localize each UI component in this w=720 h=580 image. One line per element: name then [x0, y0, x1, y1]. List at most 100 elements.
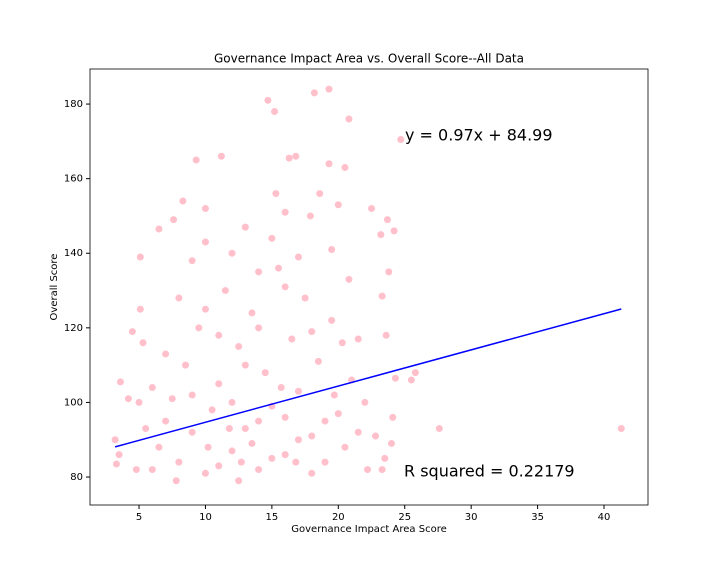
point [248, 309, 256, 317]
point [275, 264, 283, 272]
x-tick-label: 5 [136, 512, 142, 523]
x-tick-label: 20 [332, 512, 345, 523]
point [378, 466, 386, 474]
point [281, 208, 289, 216]
point [208, 406, 216, 414]
point [288, 335, 296, 343]
point [378, 292, 386, 300]
point [321, 458, 329, 466]
point [397, 135, 405, 143]
point [155, 443, 163, 451]
point [294, 436, 302, 444]
point [148, 466, 156, 474]
point [241, 425, 249, 433]
x-tick-label: 25 [398, 512, 411, 523]
point [255, 466, 263, 474]
point [377, 231, 385, 239]
point [188, 391, 196, 399]
point [310, 89, 318, 97]
point [407, 376, 415, 384]
point [162, 417, 170, 425]
point [241, 361, 249, 369]
x-axis-label: Governance Impact Area Score [291, 524, 446, 535]
point [361, 398, 369, 406]
x-tick-label: 35 [531, 512, 544, 523]
point [142, 425, 150, 433]
plot-frame [89, 68, 649, 506]
point [272, 190, 280, 198]
point [285, 154, 293, 162]
point [228, 447, 236, 455]
point [435, 425, 443, 433]
point [235, 477, 243, 485]
point [132, 466, 140, 474]
point [390, 227, 398, 235]
point [268, 234, 276, 242]
point [111, 436, 119, 444]
point [237, 458, 245, 466]
point [301, 294, 309, 302]
point [182, 361, 190, 369]
point [172, 477, 180, 485]
x-tick-label: 40 [598, 512, 611, 523]
point [179, 197, 187, 205]
point [364, 466, 372, 474]
annotation: y = 0.97x + 84.99 [405, 126, 553, 145]
point [338, 339, 346, 347]
point [372, 432, 380, 440]
x-tick-label: 30 [465, 512, 478, 523]
point [204, 443, 212, 451]
x-tick-label: 15 [266, 512, 279, 523]
point [325, 160, 333, 168]
point [139, 339, 147, 347]
point [136, 253, 144, 261]
point [368, 204, 376, 212]
point [316, 190, 324, 198]
point [281, 451, 289, 459]
point [155, 225, 163, 233]
point [411, 369, 419, 377]
point [168, 395, 176, 403]
y-tick-label: 100 [64, 397, 83, 408]
point [382, 331, 390, 339]
point [334, 410, 342, 418]
point [255, 324, 263, 332]
point [215, 331, 223, 339]
point [128, 328, 136, 336]
point [261, 369, 269, 377]
y-axis-label: Overall Score [49, 254, 60, 321]
point [170, 216, 178, 224]
point [116, 378, 124, 386]
y-tick-label: 160 [64, 174, 83, 185]
point [306, 212, 314, 220]
y-tick-label: 180 [64, 99, 83, 110]
point [175, 294, 183, 302]
chart-title: Governance Impact Area vs. Overall Score… [214, 52, 524, 66]
point [281, 283, 289, 291]
point [228, 398, 236, 406]
point [381, 454, 389, 462]
fit-line [114, 308, 622, 448]
point [112, 460, 120, 468]
point [292, 458, 300, 466]
point [328, 246, 336, 254]
x-tick-label: 10 [199, 512, 212, 523]
point [389, 413, 397, 421]
point [314, 357, 322, 365]
point [148, 384, 156, 392]
point [334, 201, 342, 209]
point [330, 391, 338, 399]
point [292, 152, 300, 160]
point [255, 417, 263, 425]
point [345, 275, 353, 283]
point [294, 253, 302, 261]
point [271, 108, 279, 116]
point [225, 425, 233, 433]
point [162, 350, 170, 358]
point [235, 342, 243, 350]
point [136, 305, 144, 313]
point [115, 451, 123, 459]
point [383, 216, 391, 224]
point [201, 305, 209, 313]
